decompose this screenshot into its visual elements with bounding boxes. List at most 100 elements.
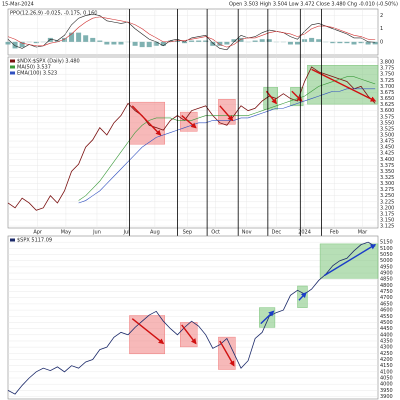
histogram-bar [19,41,25,48]
histogram-bar [287,41,293,45]
x-tick-label: Apr [33,230,43,236]
y-tick-label: 3.800 [380,60,394,66]
x-tick-label: Sep [183,230,192,236]
histogram-bar [259,39,265,42]
y-tick-label: 3.325 [380,175,394,181]
y-tick-label: 3.200 [380,205,394,211]
y-tick-label: 3.600 [380,108,394,114]
y-tick-label: 5100 [380,246,393,252]
histogram-bar [189,40,195,42]
y-tick-label: 4000 [380,382,393,388]
histogram-bar [203,40,209,42]
y-tick-label: 3900 [380,394,393,400]
y-tick-label: 3.550 [380,120,394,126]
y-tick-label: 3.175 [380,211,394,217]
histogram-bar [316,39,322,42]
series-line [7,66,376,211]
trend-arrow [260,310,275,325]
legend-swatch [10,59,15,63]
y-tick-label: 3.725 [380,78,394,84]
trend-arrow [131,318,165,345]
histogram-bar [196,40,202,42]
y-tick-label: 4550 [380,314,393,320]
y-tick-label: 4300 [380,345,393,351]
y-tick-label: 3.575 [380,114,394,120]
histogram-bar [266,39,272,42]
y-tick-label: 4050 [380,376,393,382]
histogram-bar [160,41,166,46]
legend-label: EMA(100) 3.523 [17,71,57,77]
y-tick-label: 4450 [380,326,393,332]
y-tick-label: 4350 [380,338,393,344]
histogram-bar [210,41,216,46]
x-tick-label: Feb [330,230,339,236]
quote: Open 3.503 High 3.504 Low 3.472 Close 3.… [229,2,398,8]
y-tick-label: 4850 [380,277,393,283]
histogram-bar [252,40,258,42]
y-tick-label: 4500 [380,320,393,326]
histogram-bar [139,41,145,48]
histogram-bar [97,40,103,42]
y-tick-label: 4750 [380,289,393,295]
histogram-bar [153,41,159,46]
histogram-bar [330,41,336,44]
y-tick-label: 4800 [380,283,393,289]
y-tick-label: 5050 [380,252,393,258]
histogram-bar [12,41,18,49]
y-tick-label: 4400 [380,332,393,338]
x-tick-label: Aug [150,230,160,236]
histogram-bar [61,37,67,42]
y-tick-label: 3.500 [380,132,394,138]
histogram-bar [351,41,357,45]
y-tick-label: 4900 [380,271,393,277]
histogram-bar [224,41,230,45]
histogram-bar [231,39,237,42]
trend-arrow [298,291,307,301]
y-tick-label: 4600 [380,308,393,314]
y-tick-label: 1 [380,26,383,32]
y-tick-label: 5000 [380,258,393,264]
y-tick-label: 5150 [380,240,393,246]
histogram-bar [5,41,11,45]
panel-frame [7,8,379,56]
x-tick-label: Oct [211,230,220,236]
histogram-bar [33,41,39,44]
histogram-bar [182,41,188,44]
y-tick-label: 3.650 [380,96,394,102]
x-tick-label: Jun [92,230,101,236]
y-tick-label: 3.750 [380,72,394,78]
x-tick-label: 2024 [298,230,311,236]
histogram-bar [146,41,152,48]
x-tick-label: Jul [123,230,130,236]
y-tick-label: 3.350 [380,169,394,175]
histogram-bar [365,41,371,45]
y-tick-label: 4650 [380,301,393,307]
y-tick-label: 3950 [380,388,393,394]
histogram-bar [358,41,364,44]
y-tick-label: 4200 [380,357,393,363]
histogram-bar [217,41,223,46]
series-line [7,241,376,395]
legend-swatch [10,238,15,242]
y-tick-label: 3.150 [380,217,394,223]
series-line [78,76,376,201]
trend-arrow [181,115,197,129]
y-tick-label: 4700 [380,295,393,301]
y-tick-label: 3.525 [380,126,394,132]
y-tick-label: 4950 [380,264,393,270]
histogram-bar [337,41,343,44]
histogram-bar [54,40,60,42]
y-tick-label: 3.225 [380,199,394,205]
y-tick-label: 3.625 [380,102,394,108]
histogram-bar [90,37,96,42]
y-tick-label: 0 [380,39,383,45]
y-tick-label: 3.700 [380,84,394,90]
series-line [7,16,376,48]
histogram-bar [167,40,173,42]
y-tick-label: 3.375 [380,163,394,169]
legend-label: $NDX:$SPX (Daily) 3.480 [17,59,80,65]
histogram-bar [132,41,138,46]
histogram-bar [295,41,301,45]
